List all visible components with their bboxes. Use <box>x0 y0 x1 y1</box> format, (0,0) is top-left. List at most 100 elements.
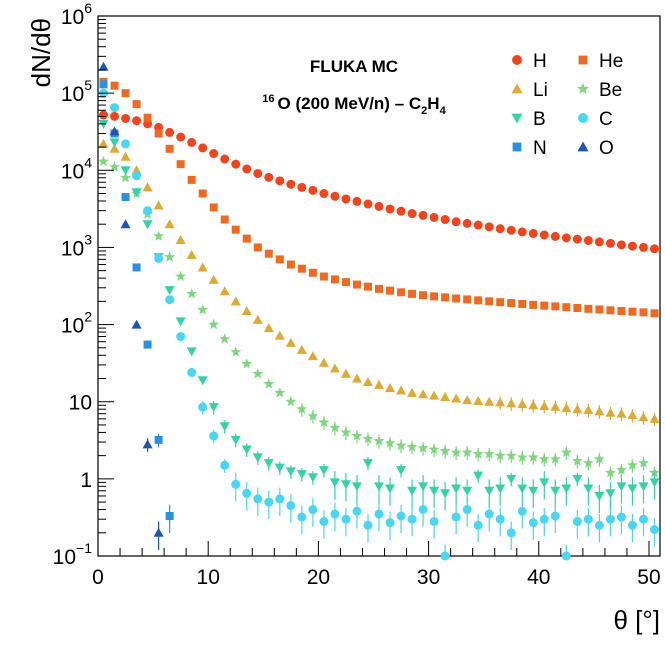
data-point <box>318 466 329 476</box>
data-point <box>286 260 295 269</box>
data-point <box>165 144 174 153</box>
data-point <box>187 175 196 184</box>
data-point <box>406 441 418 452</box>
data-point <box>230 296 241 306</box>
legend-label: Be <box>599 80 622 101</box>
data-point <box>275 494 285 504</box>
data-point <box>285 337 296 347</box>
data-point <box>164 251 176 262</box>
data-point <box>230 435 241 445</box>
data-point <box>462 218 472 228</box>
data-point <box>385 204 395 214</box>
data-point <box>627 520 637 530</box>
data-point <box>209 203 218 212</box>
data-point <box>649 525 659 535</box>
data-point <box>439 445 451 456</box>
data-point <box>252 453 263 463</box>
data-point <box>494 449 506 461</box>
data-point <box>516 451 528 462</box>
data-point <box>286 501 296 511</box>
data-point <box>506 474 517 484</box>
legend-entry-he: He <box>578 51 623 72</box>
data-point <box>595 305 604 314</box>
data-point <box>484 222 494 232</box>
data-point <box>198 402 208 412</box>
data-point <box>275 176 285 186</box>
data-point <box>242 164 252 174</box>
data-point <box>231 479 241 489</box>
data-point <box>175 317 186 327</box>
data-point <box>485 297 494 306</box>
legend-entry-be: Be <box>577 80 622 101</box>
data-point <box>407 486 418 496</box>
data-point <box>539 514 549 524</box>
legend-label: H <box>533 51 547 72</box>
data-point <box>131 319 142 329</box>
data-point <box>142 439 153 449</box>
data-point <box>253 243 262 252</box>
data-point <box>428 443 440 455</box>
data-point <box>451 484 462 494</box>
data-point <box>462 505 472 515</box>
data-point <box>340 368 351 378</box>
data-point <box>518 299 527 308</box>
data-point <box>506 528 516 538</box>
series-li <box>98 138 660 427</box>
legend-marker <box>578 113 588 123</box>
data-point <box>319 189 329 199</box>
data-point <box>120 166 131 176</box>
data-point <box>176 332 186 342</box>
data-point <box>484 486 495 496</box>
data-point <box>98 155 109 167</box>
y-tick-label: 104 <box>61 154 92 183</box>
data-point <box>507 299 516 308</box>
data-point <box>594 406 605 416</box>
data-point <box>252 368 264 379</box>
data-point <box>220 154 230 164</box>
legend-marker <box>577 82 589 95</box>
data-point <box>230 346 242 357</box>
data-point <box>495 514 505 524</box>
data-point <box>473 396 484 406</box>
data-point <box>264 497 274 507</box>
data-point <box>362 433 374 444</box>
data-point <box>628 307 637 316</box>
data-point <box>473 220 483 230</box>
data-point <box>340 480 351 490</box>
y-tick-label: 10−1 <box>53 540 93 569</box>
data-point <box>627 241 637 251</box>
data-point <box>461 446 473 458</box>
data-point <box>274 463 285 473</box>
data-point <box>308 185 318 195</box>
data-point <box>187 367 197 377</box>
series-c <box>99 88 659 561</box>
legend-entry-li: Li <box>511 80 548 101</box>
data-point <box>329 478 340 488</box>
data-point <box>175 234 186 244</box>
x-tick-label: 0 <box>92 566 104 589</box>
data-point <box>451 512 461 522</box>
data-point <box>275 255 284 264</box>
data-point <box>429 517 439 527</box>
data-point <box>527 451 539 462</box>
data-point <box>495 224 505 234</box>
data-point <box>396 385 407 395</box>
data-point <box>551 302 560 311</box>
data-point <box>539 230 549 240</box>
data-point <box>296 470 307 480</box>
data-point <box>352 506 362 516</box>
data-point <box>605 407 616 417</box>
data-point <box>132 116 142 126</box>
data-point <box>297 512 307 522</box>
data-point <box>417 442 429 453</box>
data-point <box>219 333 231 344</box>
data-point <box>528 228 538 238</box>
data-point <box>450 446 462 458</box>
data-point <box>638 412 649 422</box>
data-point <box>495 484 506 494</box>
data-point <box>297 264 306 273</box>
data-point <box>582 457 594 468</box>
data-point <box>616 512 626 522</box>
data-point <box>363 520 373 530</box>
